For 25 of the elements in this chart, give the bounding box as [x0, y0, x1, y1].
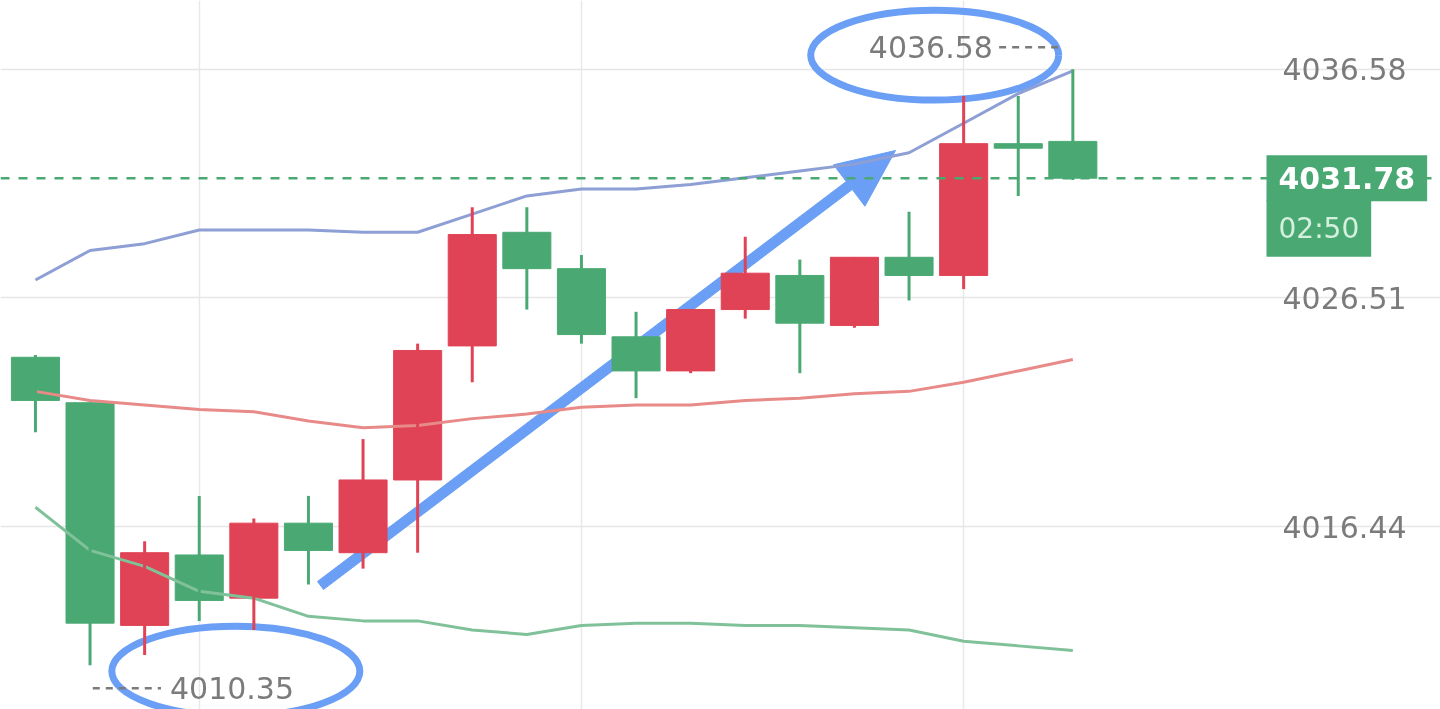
y-tick-label: 4016.44: [1282, 509, 1407, 545]
candlestick: [393, 343, 443, 553]
annotation: 4036.58: [868, 30, 993, 66]
candlestick: [720, 235, 770, 319]
candlestick: [939, 95, 989, 291]
candlestick: [65, 402, 115, 667]
ref-line-label: 4031.78: [1278, 161, 1416, 197]
line-series: [33, 505, 1075, 652]
candlestick: [775, 259, 825, 375]
candlestick: [338, 439, 388, 569]
text: 02:50: [1278, 211, 1360, 245]
candlestick: [884, 210, 934, 301]
candlestick: [10, 355, 60, 433]
candlestick: [120, 541, 170, 655]
candlestick: [829, 256, 879, 328]
candlestick: [283, 494, 333, 585]
candlestick: [611, 310, 661, 400]
candlestick: [229, 518, 279, 630]
y-tick-label: 4036.58: [1282, 52, 1407, 88]
candlestick: [502, 207, 552, 310]
y-tick-label: 4026.51: [1282, 280, 1407, 316]
annotation: 4010.35: [169, 671, 295, 707]
candlestick: [556, 255, 606, 344]
candlestick: [447, 207, 497, 383]
candlestick: [666, 309, 716, 375]
